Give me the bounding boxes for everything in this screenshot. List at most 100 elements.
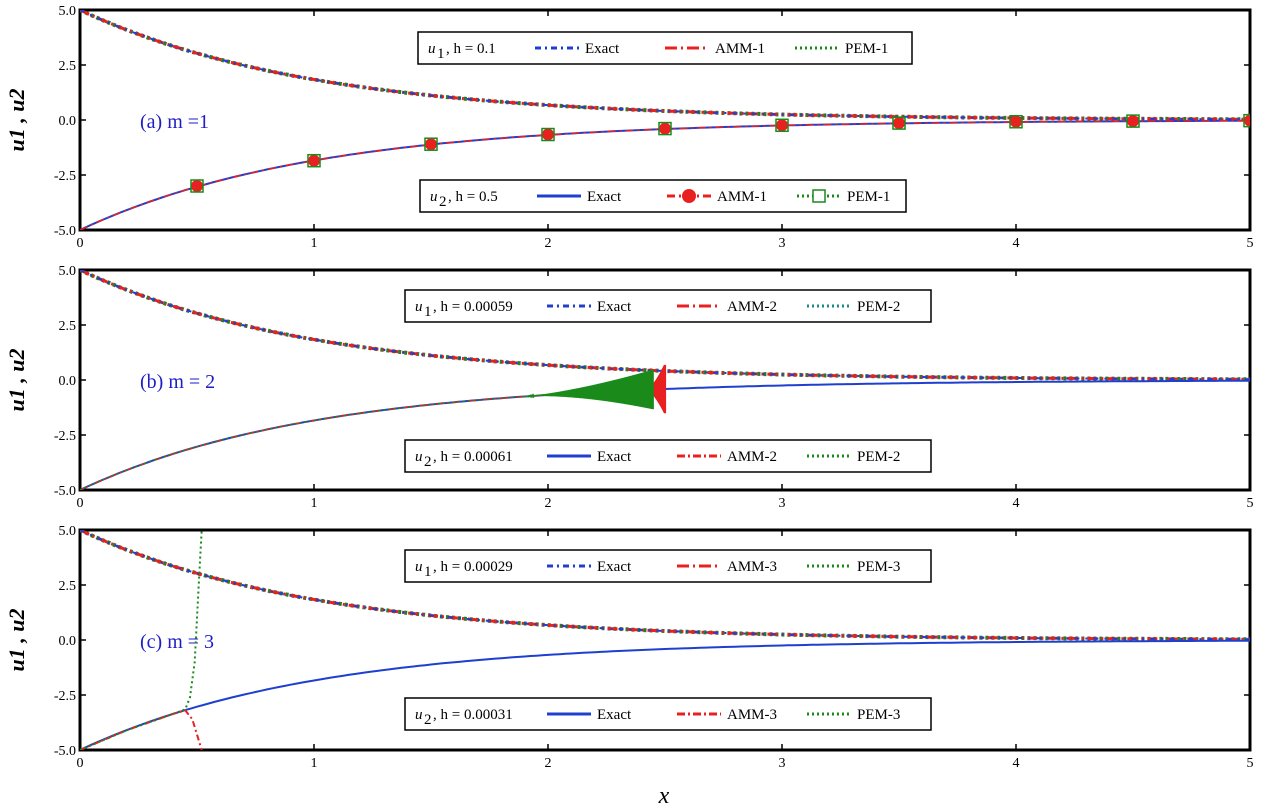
- amm-marker: [191, 180, 203, 192]
- x-tick-label: 5: [1247, 496, 1254, 511]
- legend-entry-label: Exact: [597, 299, 632, 315]
- legend-title-rest: , h = 0.00031: [433, 707, 513, 723]
- x-tick-label: 4: [1013, 236, 1020, 251]
- pem-marker: [658, 121, 672, 136]
- legend-entry-label: AMM-1: [717, 189, 767, 205]
- legend-title-rest: , h = 0.5: [448, 189, 498, 205]
- u1-pem-line: [80, 270, 1250, 382]
- y-tick-label: -2.5: [54, 429, 76, 444]
- legend-title-sub: 2: [424, 454, 432, 470]
- u2-pem-line: [80, 530, 203, 750]
- y-tick-label: 0.0: [59, 634, 77, 649]
- u2-exact-line: [653, 379, 1250, 391]
- legend-entry-label: AMM-2: [727, 449, 777, 465]
- amm-marker: [1244, 114, 1250, 127]
- x-tick-label: 0: [77, 236, 84, 251]
- y-tick-label: -5.0: [54, 484, 76, 499]
- y-tick-label: 2.5: [59, 579, 77, 594]
- oscillation-line: [524, 369, 654, 410]
- pem-marker: [190, 179, 204, 193]
- panel-0: 0 1 2 3 4 55.02.50.0-2.5-5.0u1 , u2 (a) m =1u 1…: [4, 4, 1254, 251]
- legend-entry-label: PEM-1: [845, 41, 888, 57]
- legend-entry-label: PEM-3: [857, 707, 900, 723]
- legend-title-rest: , h = 0.00029: [433, 559, 513, 575]
- legend-entry-label: AMM-3: [727, 707, 777, 723]
- pem-marker: [775, 118, 789, 133]
- y-tick-label: 5.0: [59, 4, 77, 19]
- amm-marker: [542, 128, 554, 141]
- y-axis-label: u1 , u2: [4, 609, 29, 672]
- y-tick-label: -5.0: [54, 224, 76, 239]
- panel-2: 0 1 2 3 4 5 5.0 2.5 0.0 -2.5 -5.0 u1 , u2 (c) m = 3 u…: [4, 524, 1254, 771]
- legend-title-var: u: [415, 299, 423, 315]
- legend-title-rest: , h = 0.00059: [433, 299, 513, 315]
- amm-marker: [659, 122, 671, 135]
- x-axis-label: x: [658, 783, 670, 809]
- pem-marker: [424, 137, 438, 151]
- legend-entry-label: PEM-2: [857, 449, 900, 465]
- x-tick-label: 4: [1013, 496, 1020, 511]
- u2-exact-line: [80, 119, 1250, 230]
- panel-label: (a) m =1: [140, 111, 209, 133]
- u1-amm-line: [80, 270, 1250, 381]
- x-tick-label: 1: [311, 236, 318, 251]
- legend-entry-label: AMM-2: [727, 299, 777, 315]
- pem-marker: [1009, 115, 1023, 129]
- x-tick-label: 2: [545, 496, 552, 511]
- y-tick-label: 0.0: [59, 114, 77, 129]
- y-tick-label: 5.0: [59, 264, 77, 279]
- legend-title-var: u: [415, 449, 423, 465]
- pem-marker: [541, 127, 555, 142]
- amm-marker: [425, 138, 437, 151]
- amm-marker: [1127, 115, 1139, 128]
- y-tick-label: -2.5: [54, 169, 76, 184]
- u2-amm-line: [80, 119, 1250, 230]
- amm-marker: [776, 119, 788, 132]
- legend-entry-label: PEM-1: [847, 189, 890, 205]
- pem-marker: [307, 153, 321, 168]
- panel-label: (b) m = 2: [140, 371, 215, 393]
- legend-title-sub: 1: [424, 304, 432, 320]
- plot-area: [80, 270, 1250, 490]
- x-tick-label: 5: [1247, 756, 1254, 771]
- pem-marker: [1243, 113, 1250, 128]
- legend-marker: [812, 189, 826, 203]
- legend-entry-label: Exact: [597, 449, 632, 465]
- u1-pem-line: [80, 530, 1250, 642]
- x-tick-label: 1: [311, 756, 318, 771]
- y-tick-label: -2.5: [54, 689, 76, 704]
- x-tick-label: 1: [311, 496, 318, 511]
- x-tick-label: 3: [779, 236, 786, 251]
- u2-amm-line: [80, 709, 203, 750]
- legend-title-sub: 2: [439, 194, 447, 210]
- legend-box: [404, 549, 932, 583]
- panel-1: 0 1 2 3 4 5 5.0 2.5 0.0 -2.5 -5.0 u1 , u2 (b) m = 2 u…: [4, 264, 1254, 511]
- legend-entry-label: Exact: [587, 189, 622, 205]
- amm-marker: [1010, 115, 1022, 128]
- panel-label: (c) m = 3: [140, 631, 214, 653]
- legend-title-sub: 2: [424, 712, 432, 728]
- legend-entry-label: AMM-1: [715, 41, 765, 57]
- legend-title-sub: 1: [437, 46, 445, 62]
- u1-amm-line: [80, 10, 1250, 121]
- y-axis-label: u1 , u2: [4, 89, 29, 152]
- x-tick-label: 4: [1013, 756, 1020, 771]
- legend-title-rest: , h = 0.1: [446, 41, 496, 57]
- legend-entry-label: Exact: [585, 41, 620, 57]
- y-tick-label: 2.5: [59, 319, 77, 334]
- legend-entry-label: Exact: [597, 707, 632, 723]
- x-tick-label: 0: [77, 756, 84, 771]
- u1-exact-line: [80, 530, 1250, 641]
- plot-area: [80, 530, 1250, 750]
- y-tick-label: 2.5: [59, 59, 77, 74]
- legend-title-var: u: [415, 559, 423, 575]
- legend-entry-label: AMM-3: [727, 559, 777, 575]
- x-tick-label: 2: [545, 756, 552, 771]
